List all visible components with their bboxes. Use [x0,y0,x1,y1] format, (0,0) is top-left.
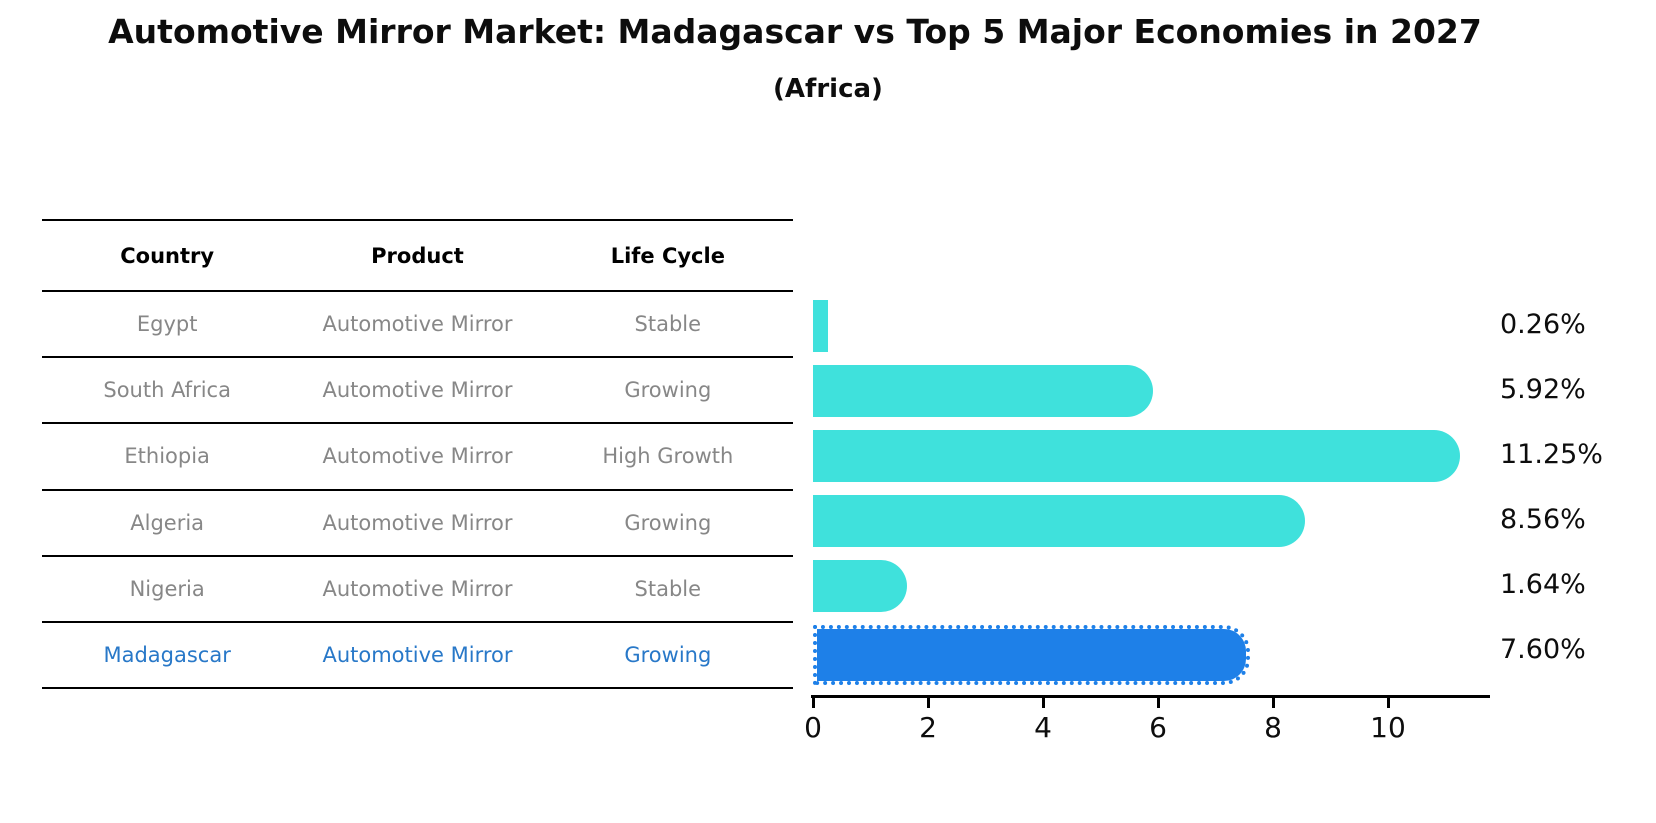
table-cell-product: Automotive Mirror [322,312,513,337]
x-tick-mark [811,695,815,708]
x-tick-label: 0 [804,711,822,744]
table-row: Nigeria Automotive Mirror Stable [42,557,793,623]
table-cell-country: Algeria [130,510,205,535]
table-cell-life-cycle: Stable [634,312,702,337]
chart-title: Automotive Mirror Market: Madagascar vs … [108,12,1482,51]
value-label: 7.60% [1500,634,1586,665]
value-label: 0.26% [1500,309,1586,340]
bar-egypt [813,300,828,352]
bar-nigeria [813,560,908,612]
table-cell-product: Automotive Mirror [322,576,513,601]
x-tick-label: 4 [1034,711,1052,744]
table-row: Ethiopia Automotive Mirror High Growth [42,424,793,491]
value-label: 1.64% [1500,569,1586,600]
x-tick-mark [1386,695,1390,708]
x-tick-mark [1041,695,1045,708]
table-cell-country: Egypt [136,312,198,337]
x-tick-label: 10 [1370,711,1406,744]
table-cell-life-cycle: Stable [634,576,702,601]
table-cell-product: Automotive Mirror [322,444,513,469]
x-tick-mark [1271,695,1275,708]
table-cell-product: Automotive Mirror [322,378,513,403]
table-cell-country: Madagascar [103,643,231,668]
x-tick-mark [1156,695,1160,708]
bar-algeria [813,495,1306,547]
table-row: Egypt Automotive Mirror Stable [42,292,793,359]
country-table: Country Product Life Cycle Egypt Automot… [42,219,793,690]
chart-subtitle: (Africa) [773,74,883,104]
table-cell-life-cycle: Growing [624,378,712,403]
table-header-country: Country [120,243,215,268]
table-body: Egypt Automotive Mirror Stable South Afr… [42,292,793,690]
x-axis-line [811,695,1490,698]
table-cell-country: Nigeria [129,576,205,601]
table-cell-product: Automotive Mirror [322,643,513,668]
value-label: 5.92% [1500,374,1586,405]
value-label: 8.56% [1500,504,1586,535]
table-cell-life-cycle: Growing [624,510,712,535]
table-cell-product: Automotive Mirror [322,510,513,535]
x-tick-mark [926,695,930,708]
table-header-row: Country Product Life Cycle [42,221,793,292]
table-row: Madagascar Automotive Mirror Growing [42,623,793,690]
table-cell-life-cycle: Growing [624,643,712,668]
table-row: Algeria Automotive Mirror Growing [42,491,793,557]
table-cell-country: South Africa [103,378,231,403]
table-header-life-cycle: Life Cycle [610,243,725,268]
x-tick-label: 6 [1149,711,1167,744]
table-cell-country: Ethiopia [124,444,210,469]
value-label: 11.25% [1500,439,1603,470]
bar-south-africa [813,365,1154,417]
bar-madagascar [813,625,1250,685]
x-tick-label: 2 [919,711,937,744]
table-row: South Africa Automotive Mirror Growing [42,358,793,425]
table-cell-life-cycle: High Growth [602,444,734,469]
x-tick-label: 8 [1264,711,1282,744]
table-header-product: Product [371,243,464,268]
bar-ethiopia [813,430,1460,482]
